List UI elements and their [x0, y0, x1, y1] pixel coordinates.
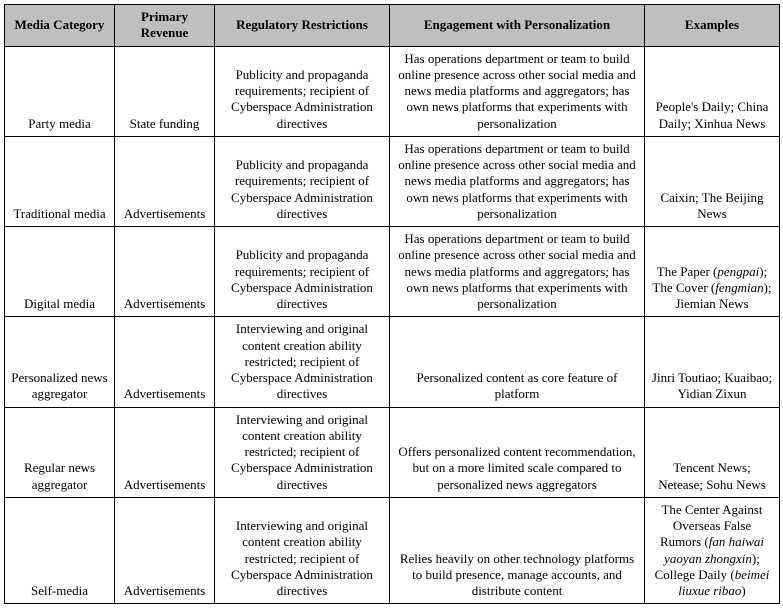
- cell-engagement: Relies heavily on other technology platf…: [390, 497, 645, 604]
- cell-regulatory: Publicity and propaganda requirements; r…: [215, 227, 390, 317]
- col-header-revenue: Primary Revenue: [115, 5, 215, 47]
- cell-engagement: Has operations department or team to bui…: [390, 46, 645, 136]
- example-text: Jinri Toutiao; Kuaibao; Yidian Zixun: [652, 370, 772, 401]
- cell-category: Traditional media: [5, 136, 115, 226]
- cell-examples: People's Daily; China Daily; Xinhua News: [645, 46, 780, 136]
- cell-engagement: Has operations department or team to bui…: [390, 136, 645, 226]
- cell-engagement: Has operations department or team to bui…: [390, 227, 645, 317]
- cell-regulatory: Interviewing and original content creati…: [215, 497, 390, 604]
- cell-examples: Jinri Toutiao; Kuaibao; Yidian Zixun: [645, 317, 780, 407]
- cell-regulatory: Publicity and propaganda requirements; r…: [215, 136, 390, 226]
- cell-revenue: Advertisements: [115, 497, 215, 604]
- cell-regulatory: Interviewing and original content creati…: [215, 407, 390, 497]
- example-text: The Paper (: [657, 264, 718, 279]
- example-text: Caixin; The Beijing News: [660, 190, 763, 221]
- col-header-engagement: Engagement with Personalization: [390, 5, 645, 47]
- cell-category: Regular news aggregator: [5, 407, 115, 497]
- table-row: Self-mediaAdvertisementsInterviewing and…: [5, 497, 780, 604]
- table-row: Regular news aggregatorAdvertisementsInt…: [5, 407, 780, 497]
- cell-regulatory: Publicity and propaganda requirements; r…: [215, 46, 390, 136]
- cell-category: Party media: [5, 46, 115, 136]
- example-italic: pengpai: [717, 264, 759, 279]
- table-row: Personalized news aggregatorAdvertisemen…: [5, 317, 780, 407]
- example-text: ): [741, 583, 745, 598]
- cell-revenue: Advertisements: [115, 227, 215, 317]
- table-body: Party mediaState fundingPublicity and pr…: [5, 46, 780, 604]
- cell-engagement: Personalized content as core feature of …: [390, 317, 645, 407]
- cell-revenue: Advertisements: [115, 317, 215, 407]
- media-table: Media Category Primary Revenue Regulator…: [4, 4, 780, 604]
- cell-revenue: Advertisements: [115, 407, 215, 497]
- cell-revenue: Advertisements: [115, 136, 215, 226]
- cell-examples: The Paper (pengpai); The Cover (fengmian…: [645, 227, 780, 317]
- cell-revenue: State funding: [115, 46, 215, 136]
- cell-engagement: Offers personalized content recommendati…: [390, 407, 645, 497]
- header-row: Media Category Primary Revenue Regulator…: [5, 5, 780, 47]
- cell-examples: Caixin; The Beijing News: [645, 136, 780, 226]
- example-text: People's Daily; China Daily; Xinhua News: [656, 99, 769, 130]
- cell-examples: Tencent News; Netease; Sohu News: [645, 407, 780, 497]
- cell-regulatory: Interviewing and original content creati…: [215, 317, 390, 407]
- table-head: Media Category Primary Revenue Regulator…: [5, 5, 780, 47]
- table-row: Traditional mediaAdvertisementsPublicity…: [5, 136, 780, 226]
- example-italic: fengmian: [715, 280, 763, 295]
- cell-category: Personalized news aggregator: [5, 317, 115, 407]
- col-header-examples: Examples: [645, 5, 780, 47]
- table-row: Digital mediaAdvertisementsPublicity and…: [5, 227, 780, 317]
- cell-examples: The Center Against Overseas False Rumors…: [645, 497, 780, 604]
- cell-category: Self-media: [5, 497, 115, 604]
- cell-category: Digital media: [5, 227, 115, 317]
- col-header-regulatory: Regulatory Restrictions: [215, 5, 390, 47]
- example-text: Tencent News; Netease; Sohu News: [658, 460, 766, 491]
- col-header-category: Media Category: [5, 5, 115, 47]
- table-row: Party mediaState fundingPublicity and pr…: [5, 46, 780, 136]
